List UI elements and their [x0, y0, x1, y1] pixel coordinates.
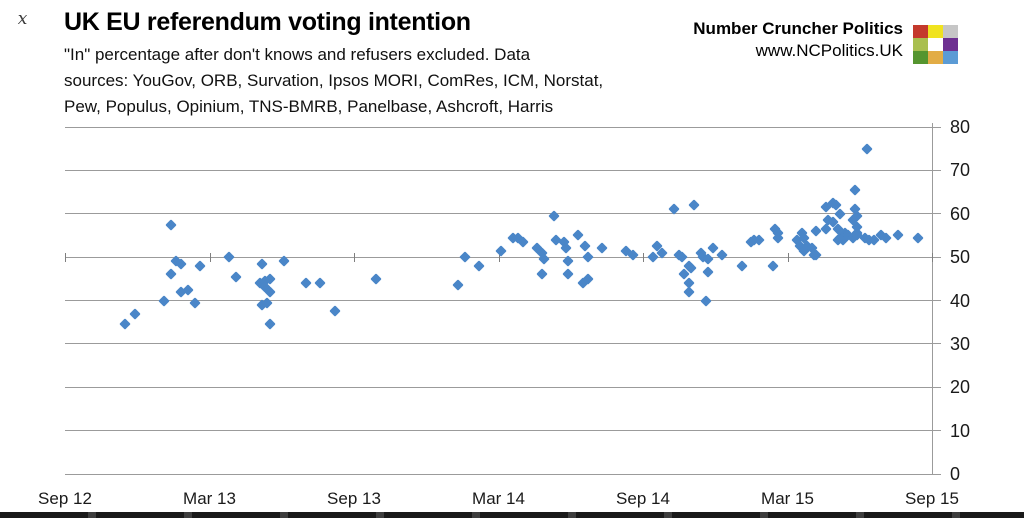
chart-subtitle: "In" percentage after don't knows and re…	[64, 42, 704, 120]
logo-cell	[913, 25, 928, 38]
data-point	[560, 242, 572, 255]
title-block: UK EU referendum voting intention "In" p…	[64, 8, 704, 120]
data-point	[702, 266, 714, 278]
nc-politics-logo-icon	[913, 25, 958, 64]
data-point	[683, 286, 695, 298]
data-point	[165, 268, 177, 281]
y-axis-label: 70	[950, 160, 971, 181]
data-point	[129, 307, 141, 320]
chart-subtitle-line-3: Pew, Populus, Opinium, TNS-BMRB, Panelba…	[64, 97, 554, 116]
gridline	[65, 126, 941, 128]
bottom-strip	[0, 512, 1024, 518]
data-point	[459, 251, 471, 263]
logo-cell	[943, 25, 958, 38]
x-axis-label: Sep 15	[905, 489, 959, 508]
gridline	[65, 386, 941, 388]
logo-cell	[928, 38, 943, 51]
data-point	[702, 253, 714, 265]
logo-cell	[928, 51, 943, 64]
data-point	[223, 251, 235, 263]
data-point	[256, 257, 269, 270]
x-axis-tick	[932, 253, 933, 263]
y-axis-label: 60	[950, 203, 971, 224]
data-point	[536, 268, 548, 281]
data-point	[314, 277, 326, 289]
data-point	[861, 143, 873, 155]
chart-subtitle-line-2: sources: YouGov, ORB, Survation, Ipsos M…	[64, 71, 604, 90]
x-axis-tick	[787, 253, 789, 263]
gridline	[65, 430, 941, 432]
logo-cell	[943, 38, 958, 51]
data-point	[562, 268, 574, 281]
y-axis-label: 10	[950, 420, 971, 441]
data-point	[596, 242, 608, 255]
y-axis-label: 50	[950, 247, 971, 268]
data-point	[707, 242, 719, 255]
logo-cell	[928, 25, 943, 38]
data-point	[572, 229, 584, 242]
data-point	[158, 294, 170, 307]
data-point	[849, 184, 861, 196]
logo-cell	[943, 51, 958, 64]
chart-subtitle-line-1: "In" percentage after don't knows and re…	[64, 45, 531, 64]
gridline	[65, 300, 941, 301]
y-axis-line	[932, 123, 933, 474]
data-point	[699, 294, 712, 307]
x-axis-label: Sep 14	[616, 489, 670, 508]
data-point	[165, 218, 177, 231]
data-point	[194, 260, 206, 272]
gridline	[65, 169, 941, 171]
x-axis-tick	[65, 253, 66, 263]
x-axis-tick	[354, 253, 355, 263]
x-axis-label: Mar 15	[761, 489, 814, 508]
x-axis-tick	[643, 253, 644, 263]
logo-cell	[913, 38, 928, 51]
data-point	[548, 210, 560, 222]
data-point	[230, 270, 242, 283]
gridline	[65, 473, 941, 475]
x-axis-tick	[498, 253, 500, 263]
chart-title: UK EU referendum voting intention	[64, 8, 471, 36]
gridline	[65, 213, 941, 215]
brand-url: www.NCPolitics.UK	[755, 41, 903, 60]
x-axis-label: Sep 12	[38, 489, 92, 508]
data-point	[189, 296, 201, 309]
data-point	[892, 229, 904, 242]
logo-x-glyph: x	[17, 9, 28, 29]
brand-name: Number Cruncher Politics	[693, 19, 903, 38]
x-axis-label: Mar 13	[183, 489, 236, 508]
data-point	[767, 260, 779, 272]
data-point	[300, 277, 312, 289]
x-axis-tick	[209, 253, 211, 263]
data-point	[264, 318, 276, 331]
x-axis-label: Mar 14	[472, 489, 525, 508]
data-point	[495, 244, 507, 257]
y-axis-label: 20	[950, 377, 971, 398]
data-point	[911, 231, 924, 244]
data-point	[473, 260, 485, 272]
y-axis-label: 0	[950, 464, 961, 484]
data-point	[687, 199, 700, 211]
data-point	[579, 240, 591, 252]
data-point	[581, 251, 594, 263]
logo-cell	[913, 51, 928, 64]
data-point	[451, 279, 464, 291]
data-point	[627, 249, 640, 261]
gridline	[65, 256, 941, 258]
data-point	[329, 305, 341, 318]
y-axis-label: 40	[950, 290, 971, 311]
y-axis-label: 80	[950, 117, 971, 137]
data-point	[370, 273, 382, 285]
data-point	[736, 260, 748, 272]
data-point	[538, 253, 550, 265]
data-point	[716, 249, 729, 261]
x-axis-label: Sep 13	[327, 489, 381, 508]
y-axis-label: 30	[950, 333, 971, 354]
brand-block: Number Cruncher Politics www.NCPolitics.…	[620, 18, 903, 62]
gridline	[65, 343, 941, 345]
data-point	[119, 318, 131, 331]
